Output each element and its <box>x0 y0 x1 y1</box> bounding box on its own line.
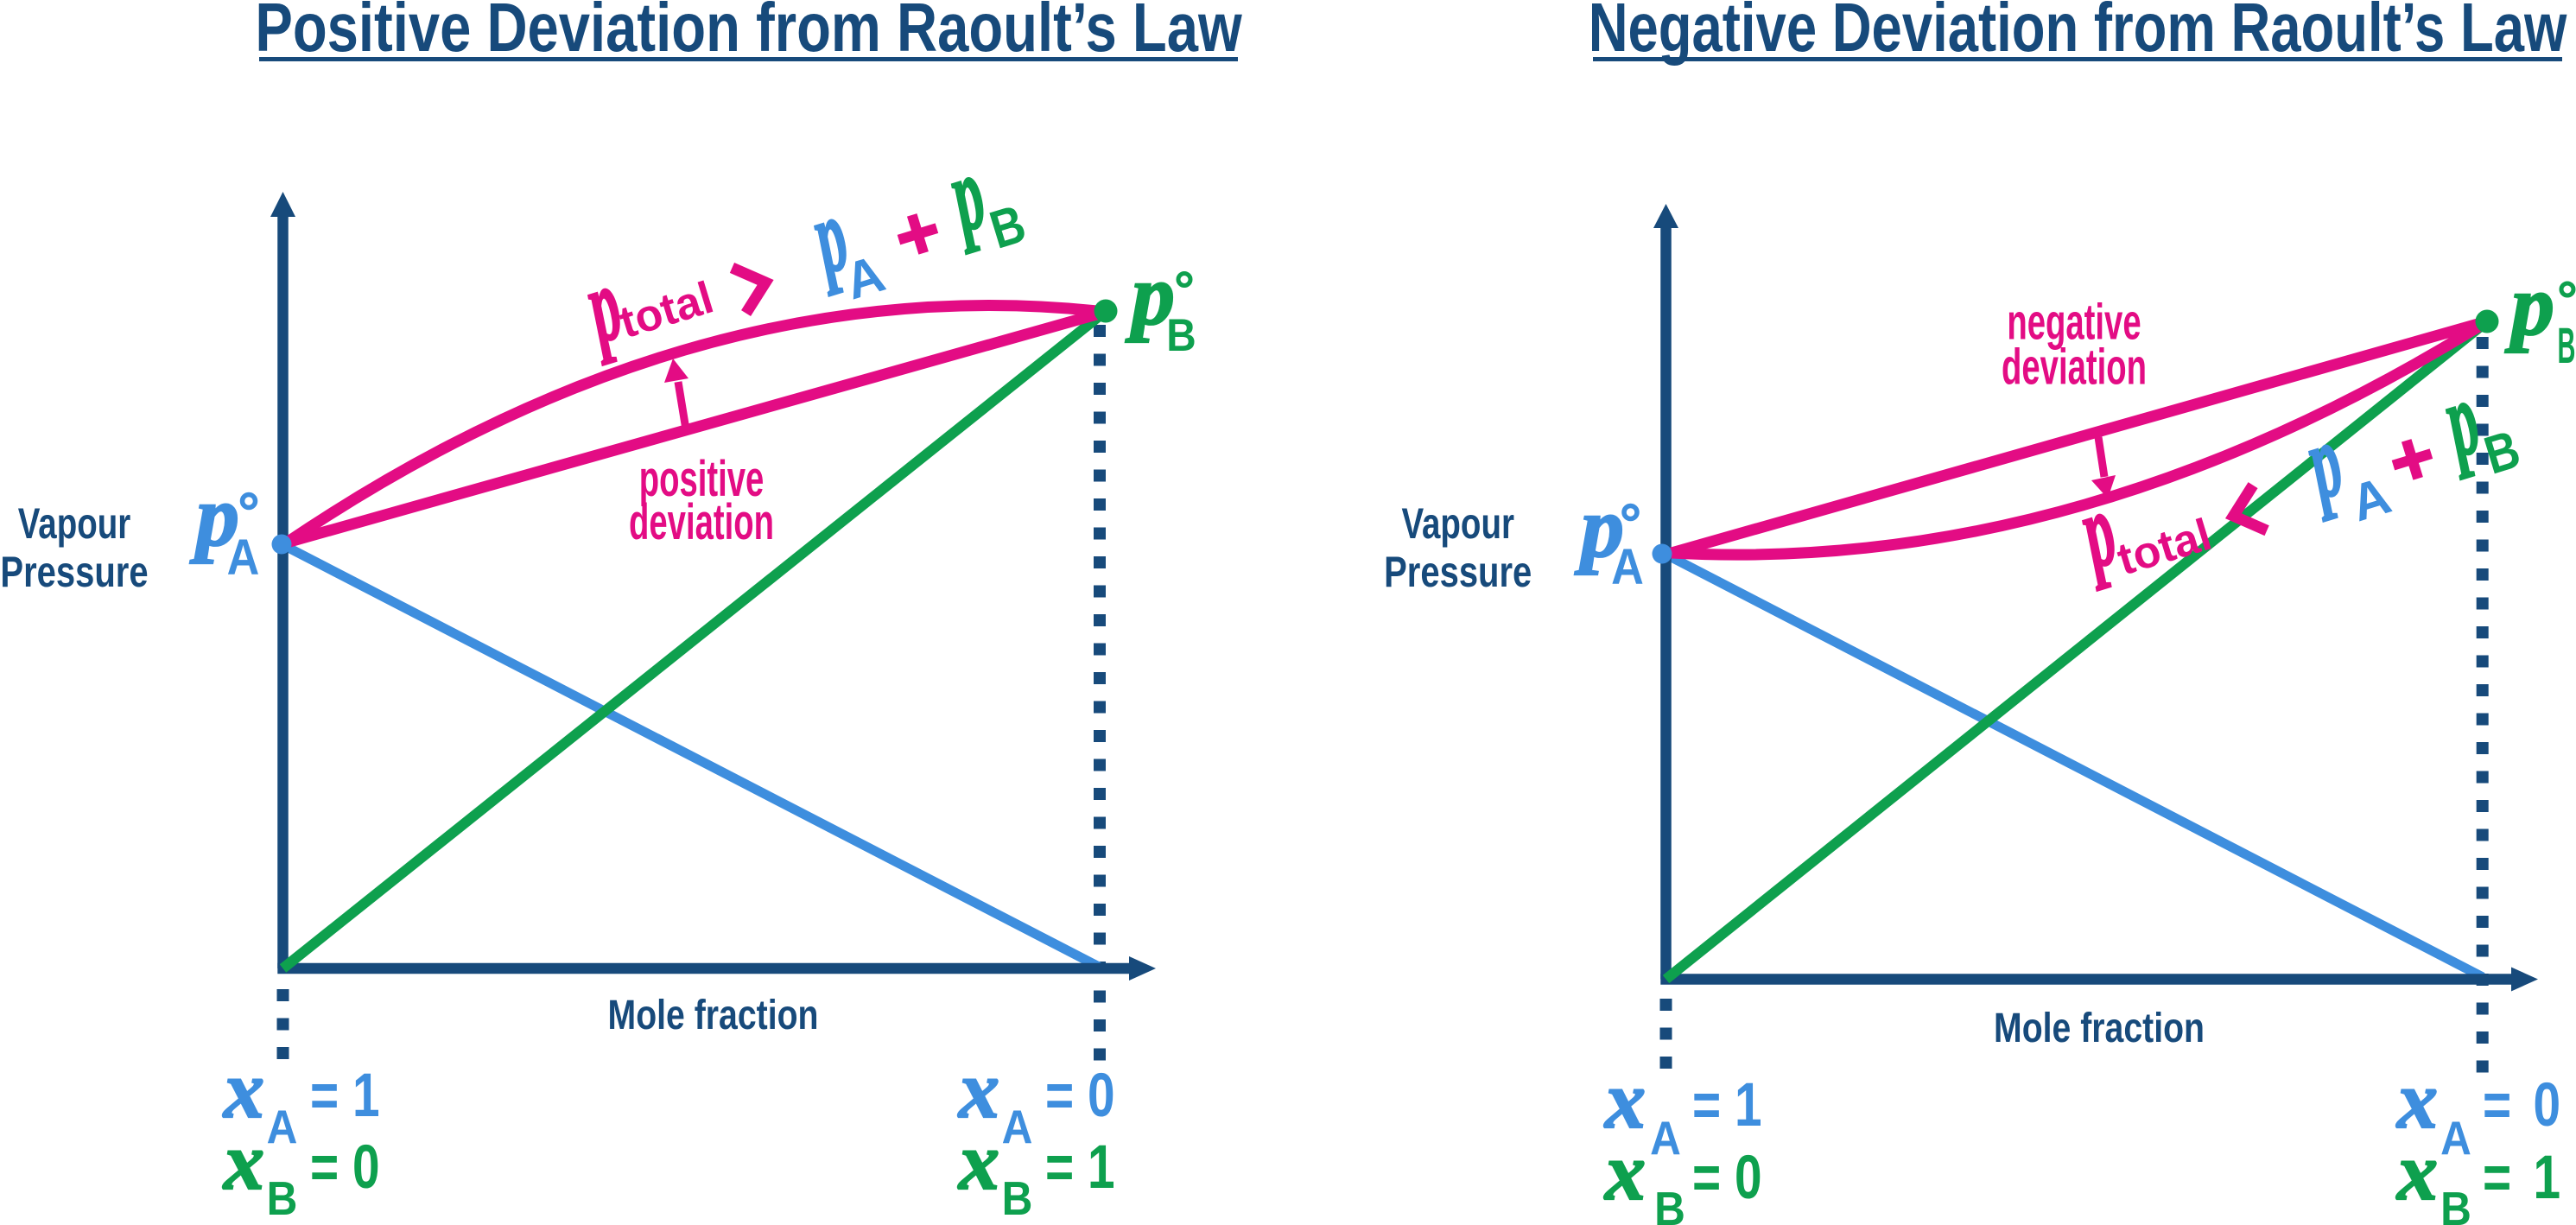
svg-text:B: B <box>1654 1184 1685 1225</box>
svg-text:Pressure: Pressure <box>1384 548 1532 596</box>
svg-text:x: x <box>1603 1127 1646 1217</box>
svg-text:positive: positive <box>639 452 765 507</box>
svg-text:x: x <box>1603 1056 1646 1146</box>
svg-text:= 1: = 1 <box>2483 1143 2560 1212</box>
svg-text:x: x <box>222 1117 264 1207</box>
svg-text:= 0: = 0 <box>1045 1061 1115 1130</box>
svg-text:x: x <box>2395 1127 2438 1217</box>
svg-text:B: B <box>2440 1184 2471 1225</box>
svg-text:= 0: = 0 <box>1692 1143 1762 1212</box>
svg-text:A: A <box>227 529 260 585</box>
svg-text:Pressure: Pressure <box>0 548 148 596</box>
svg-text:B: B <box>2558 317 2576 374</box>
svg-text:x: x <box>222 1045 264 1135</box>
svg-text:A: A <box>1002 1101 1033 1154</box>
svg-text:Negative Deviation from Raoult: Negative Deviation from Raoult’s Law <box>1589 0 2567 67</box>
svg-text:p: p <box>2504 257 2554 353</box>
svg-text:deviation: deviation <box>2002 340 2147 396</box>
svg-text:= 0: = 0 <box>310 1133 380 1202</box>
svg-text:= 0: = 0 <box>2483 1070 2560 1139</box>
svg-text:p: p <box>189 468 239 564</box>
svg-text:B: B <box>1002 1173 1033 1225</box>
svg-text:x: x <box>957 1117 999 1207</box>
svg-text:Positive Deviation from Raoult: Positive Deviation from Raoult’s Law <box>255 0 1242 67</box>
svg-text:Vapour: Vapour <box>1401 500 1513 548</box>
svg-text:A: A <box>267 1101 298 1154</box>
svg-text:deviation: deviation <box>629 495 774 550</box>
svg-text:x: x <box>957 1045 999 1135</box>
svg-text:B: B <box>1166 309 1196 361</box>
svg-text:x: x <box>2395 1056 2438 1146</box>
svg-text:= 1: = 1 <box>310 1061 380 1130</box>
svg-text:= 1: = 1 <box>1692 1070 1762 1139</box>
svg-text:= 1: = 1 <box>1045 1133 1115 1202</box>
svg-text:p: p <box>1125 247 1175 343</box>
svg-text:B: B <box>267 1173 298 1225</box>
svg-text:A: A <box>2440 1113 2471 1165</box>
svg-text:negative: negative <box>2007 295 2141 351</box>
svg-text:p: p <box>1574 479 1624 575</box>
svg-text:A: A <box>1611 538 1644 594</box>
svg-text:Vapour: Vapour <box>18 500 130 548</box>
svg-text:Mole fraction: Mole fraction <box>1994 1005 2205 1051</box>
svg-text:Mole fraction: Mole fraction <box>608 992 819 1038</box>
svg-text:A: A <box>1650 1113 1681 1165</box>
